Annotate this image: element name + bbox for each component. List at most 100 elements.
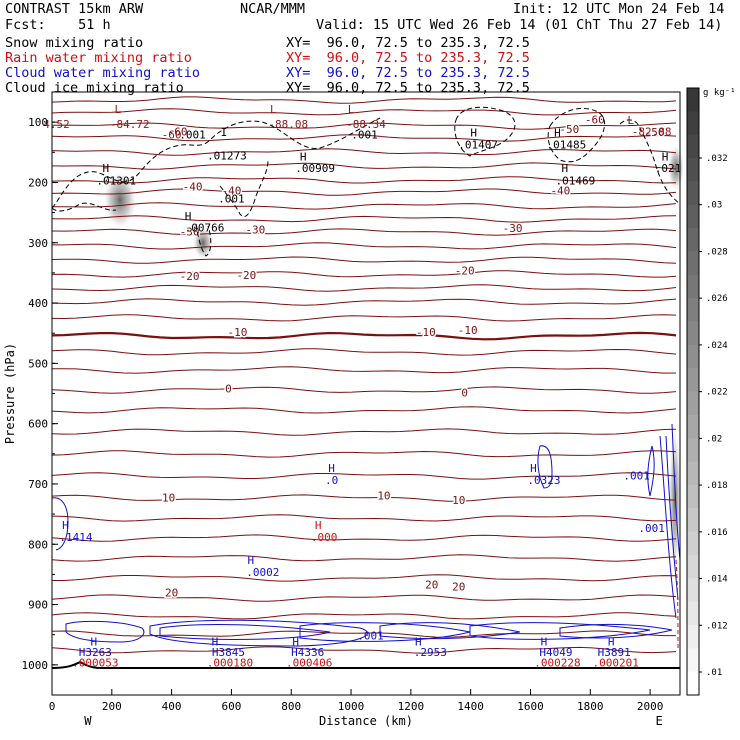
isotherm-label: -50	[559, 123, 579, 136]
x-tick-label: 0	[49, 700, 56, 713]
field-name-cloud-water: Cloud water mixing ratio	[5, 65, 201, 81]
isotherm-line	[51, 270, 677, 278]
field-label: .0323	[527, 474, 560, 487]
colorbar-swatch	[687, 111, 699, 136]
field-name-rain: Rain water mixing ratio	[5, 50, 192, 66]
isotherm-label: 0	[225, 382, 232, 395]
isotherm-label: -20	[180, 270, 200, 283]
isotherm-line	[51, 96, 677, 104]
x-axis-title: Distance (km)	[319, 714, 413, 728]
field-label: .01301	[96, 174, 136, 187]
field-label: .01407	[458, 139, 498, 152]
isotherm-line	[51, 228, 677, 236]
field-label: H3263	[79, 646, 112, 659]
isotherm-label: 0	[461, 387, 468, 400]
field-label: H3845	[212, 646, 245, 659]
field-label: H	[554, 127, 561, 140]
colorbar-swatch	[687, 601, 699, 626]
isotherm-line	[51, 450, 677, 458]
field-label: H	[103, 162, 110, 175]
isotherm-label: -10	[416, 326, 436, 339]
field-label: L	[270, 103, 277, 116]
isotherm-label: -30	[180, 226, 200, 239]
y-tick-label: 100	[28, 116, 48, 129]
isotherm-line	[51, 428, 677, 436]
isotherm-line	[51, 202, 677, 210]
x-tick-label: 800	[281, 700, 301, 713]
colorbar-swatch	[687, 228, 699, 252]
field-label: H	[415, 636, 422, 649]
field-label: .00909	[295, 162, 335, 175]
isotherm-line	[51, 215, 677, 223]
field-label: .1414	[59, 531, 92, 544]
field-label: -88.08	[268, 118, 308, 131]
field-xy-snow: XY= 96.0, 72.5 to 235.3, 72.5	[286, 35, 530, 51]
colorbar-swatch	[687, 134, 699, 159]
y-tick-label: 1000	[22, 659, 49, 672]
field-label: H	[62, 519, 69, 532]
colorbar-swatch	[687, 204, 699, 229]
isotherm-line	[51, 514, 677, 522]
colorbar-tick-label: .03	[706, 201, 722, 211]
colorbar: g kg⁻¹ .01 .012 .014 .016 .018 .02 .022 .024 .026…	[686, 87, 736, 696]
field-label: .001	[179, 128, 206, 141]
y-tick-label: 700	[28, 478, 48, 491]
field-label: .000180	[207, 657, 253, 670]
field-label: H4049	[539, 646, 572, 659]
field-label: .001	[623, 470, 650, 483]
colorbar-swatch	[687, 321, 699, 346]
field-label: .000406	[286, 657, 332, 670]
isotherm-line	[51, 554, 677, 562]
colorbar-swatch	[687, 554, 699, 579]
field-label: -88.34	[346, 118, 386, 131]
isotherm-line	[51, 472, 677, 480]
colorbar-swatch	[687, 414, 699, 439]
y-tick-label: 500	[28, 357, 48, 370]
colorbar-swatch	[687, 484, 699, 509]
isotherm-line	[51, 298, 677, 306]
isotherm-line	[51, 108, 677, 116]
colorbar-swatch	[687, 671, 699, 696]
field-labels: L-84.724.52L-88.08L-88.34 L-82.88-60.001 I…	[43, 103, 681, 670]
x-tick-label: 600	[221, 700, 241, 713]
isotherm-label: -30	[245, 224, 265, 237]
field-name-snow: Snow mixing ratio	[5, 35, 144, 51]
isotherm-label: -30	[503, 222, 523, 235]
field-label: -82.88	[632, 125, 672, 138]
isotherm-label: -10	[458, 324, 478, 337]
field-label: .00766	[185, 221, 225, 234]
field-label: .000201	[593, 657, 639, 670]
field-label: H	[292, 636, 299, 649]
field-label: L	[114, 103, 121, 116]
isotherm-line	[51, 534, 677, 542]
field-label: H	[530, 462, 537, 475]
colorbar-swatch	[687, 274, 699, 299]
field-label: .000	[311, 531, 338, 544]
field-label: .2953	[414, 646, 447, 659]
isotherm-line	[51, 134, 677, 142]
colorbar-tick-label: .01	[706, 668, 722, 678]
field-xy-rain: XY= 96.0, 72.5 to 235.3, 72.5	[286, 50, 530, 66]
isotherm-line	[51, 348, 677, 356]
colorbar-swatch	[687, 158, 699, 182]
field-label: -60	[162, 128, 182, 141]
isotherm-line	[51, 122, 677, 130]
colorbar-swatch	[687, 648, 699, 673]
x-tick-label: 1800	[577, 700, 604, 713]
field-label: .0002	[246, 566, 279, 579]
isotherm-line	[51, 176, 677, 184]
field-label: .021	[655, 162, 682, 175]
isotherm-line	[51, 148, 677, 156]
isotherm-label: -20	[455, 265, 475, 278]
endpoint-west-label: W	[84, 714, 92, 728]
field-label: .001	[218, 192, 245, 205]
colorbar-swatch	[687, 624, 699, 649]
field-label: .001	[351, 128, 378, 141]
field-label: .001	[357, 630, 384, 643]
x-tick-label: 1000	[338, 700, 365, 713]
isotherm-line	[51, 612, 677, 620]
model-title: CONTRAST 15km ARW	[5, 1, 144, 17]
isotherm-line	[51, 331, 677, 341]
